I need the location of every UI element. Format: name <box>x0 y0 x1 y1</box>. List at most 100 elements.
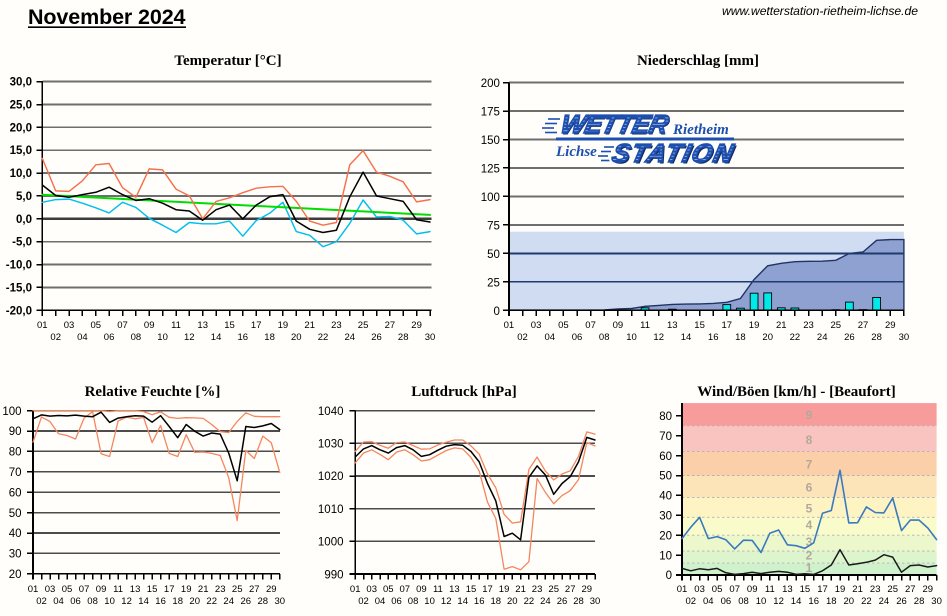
svg-text:09: 09 <box>416 584 427 595</box>
svg-text:Relative Feuchte [%]: Relative Feuchte [%] <box>85 384 221 400</box>
svg-text:13: 13 <box>782 584 793 595</box>
svg-text:WETTER: WETTER <box>558 109 672 139</box>
svg-text:16: 16 <box>808 596 819 607</box>
svg-text:14: 14 <box>211 332 222 343</box>
svg-text:09: 09 <box>613 320 624 331</box>
svg-text:-15,0: -15,0 <box>6 282 32 294</box>
svg-text:07: 07 <box>79 584 90 595</box>
svg-text:13: 13 <box>197 320 208 331</box>
svg-text:18: 18 <box>264 332 275 343</box>
svg-text:05: 05 <box>383 584 394 595</box>
svg-text:26: 26 <box>844 332 855 343</box>
svg-text:11: 11 <box>433 584 443 595</box>
svg-text:08: 08 <box>131 332 142 343</box>
svg-text:75: 75 <box>487 220 500 232</box>
svg-text:10: 10 <box>157 332 168 343</box>
svg-text:22: 22 <box>790 332 801 343</box>
svg-text:STATION: STATION <box>609 138 737 168</box>
svg-text:15: 15 <box>466 584 477 595</box>
svg-text:14: 14 <box>791 596 802 607</box>
svg-text:125: 125 <box>481 163 500 175</box>
svg-text:Lichse: Lichse <box>555 144 597 160</box>
svg-text:1040: 1040 <box>318 406 344 418</box>
svg-text:05: 05 <box>62 584 73 595</box>
svg-text:-5,0: -5,0 <box>12 237 32 249</box>
svg-text:07: 07 <box>117 320 128 331</box>
svg-text:10: 10 <box>756 596 767 607</box>
svg-text:22: 22 <box>206 596 217 607</box>
svg-text:www.wetterstation-rietheim-lic: www.wetterstation-rietheim-lichse.de <box>722 4 918 18</box>
svg-text:60: 60 <box>9 487 22 499</box>
svg-text:04: 04 <box>545 332 556 343</box>
svg-text:06: 06 <box>721 596 732 607</box>
svg-text:04: 04 <box>375 596 386 607</box>
svg-text:24: 24 <box>879 596 890 607</box>
svg-text:3: 3 <box>806 535 813 549</box>
svg-text:26: 26 <box>896 596 907 607</box>
svg-text:40: 40 <box>9 528 22 540</box>
svg-text:5: 5 <box>806 501 813 515</box>
svg-text:28: 28 <box>871 332 882 343</box>
svg-text:50: 50 <box>487 249 500 261</box>
svg-text:150: 150 <box>481 135 500 147</box>
svg-text:03: 03 <box>64 320 75 331</box>
svg-text:990: 990 <box>324 569 343 581</box>
svg-text:25: 25 <box>887 584 898 595</box>
svg-text:12: 12 <box>441 596 452 607</box>
svg-text:9: 9 <box>806 408 813 422</box>
svg-text:STATION: STATION <box>609 138 737 168</box>
svg-text:21: 21 <box>198 584 209 595</box>
svg-text:29: 29 <box>885 320 896 331</box>
svg-text:10: 10 <box>424 596 435 607</box>
svg-text:03: 03 <box>45 584 56 595</box>
svg-text:28: 28 <box>573 596 584 607</box>
svg-text:18: 18 <box>735 332 746 343</box>
svg-text:21: 21 <box>776 320 787 331</box>
svg-text:0: 0 <box>493 306 499 318</box>
svg-text:100: 100 <box>481 192 500 204</box>
svg-text:02: 02 <box>36 596 47 607</box>
svg-text:1000: 1000 <box>318 537 344 549</box>
svg-text:02: 02 <box>517 332 528 343</box>
svg-text:80: 80 <box>659 411 672 423</box>
svg-text:23: 23 <box>215 584 226 595</box>
svg-text:04: 04 <box>53 596 64 607</box>
svg-text:28: 28 <box>398 332 409 343</box>
svg-text:28: 28 <box>914 596 925 607</box>
svg-text:12: 12 <box>121 596 132 607</box>
svg-text:19: 19 <box>278 320 289 331</box>
svg-text:06: 06 <box>572 332 583 343</box>
svg-text:30: 30 <box>659 511 672 523</box>
svg-text:50: 50 <box>659 471 672 483</box>
svg-text:20: 20 <box>659 530 672 542</box>
svg-text:30: 30 <box>590 596 601 607</box>
svg-text:8: 8 <box>806 433 813 447</box>
svg-text:-10,0: -10,0 <box>6 260 32 272</box>
svg-text:12: 12 <box>773 596 784 607</box>
svg-text:1: 1 <box>806 561 813 575</box>
svg-text:25: 25 <box>831 320 842 331</box>
svg-text:7: 7 <box>806 458 813 472</box>
svg-text:02: 02 <box>686 596 697 607</box>
svg-text:03: 03 <box>531 320 542 331</box>
svg-text:26: 26 <box>557 596 568 607</box>
svg-text:06: 06 <box>104 332 115 343</box>
svg-text:20: 20 <box>291 332 302 343</box>
svg-text:06: 06 <box>70 596 81 607</box>
svg-text:17: 17 <box>251 320 262 331</box>
svg-text:100: 100 <box>2 406 21 418</box>
svg-text:27: 27 <box>905 584 916 595</box>
svg-text:11: 11 <box>113 584 123 595</box>
svg-text:17: 17 <box>482 584 493 595</box>
svg-text:29: 29 <box>582 584 593 595</box>
svg-text:19: 19 <box>749 320 760 331</box>
svg-text:24: 24 <box>223 596 234 607</box>
svg-text:02: 02 <box>50 332 61 343</box>
svg-text:09: 09 <box>96 584 107 595</box>
svg-text:20: 20 <box>9 569 22 581</box>
svg-text:01: 01 <box>504 320 515 331</box>
svg-text:10: 10 <box>659 550 672 562</box>
svg-text:08: 08 <box>599 332 610 343</box>
svg-text:0: 0 <box>666 570 672 582</box>
svg-text:19: 19 <box>499 584 510 595</box>
